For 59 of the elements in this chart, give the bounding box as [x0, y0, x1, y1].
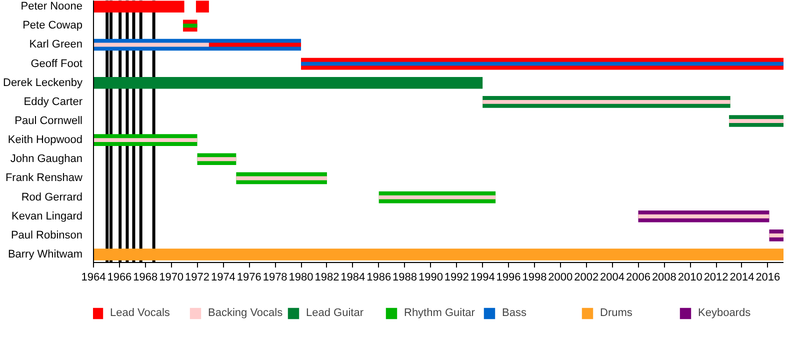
x-tick-label: 2000 — [548, 272, 573, 284]
x-tick-label: 1990 — [418, 272, 443, 284]
y-tick-label: Geoff Foot — [30, 58, 83, 70]
bar — [482, 100, 730, 104]
x-tick-label: 1972 — [185, 272, 210, 284]
legend-label: Keyboards — [698, 307, 752, 319]
y-tick-label: Eddy Carter — [24, 96, 83, 108]
legend-label: Drums — [600, 307, 634, 319]
bar — [769, 233, 784, 238]
x-tick-label: 1996 — [496, 272, 521, 284]
x-tick-label: 1984 — [340, 272, 366, 284]
y-tick-label: Barry Whitwam — [8, 248, 82, 260]
x-tick-label: 2004 — [600, 272, 625, 284]
bar — [638, 214, 770, 218]
y-tick-label: Keith Hopwood — [8, 134, 83, 146]
legend-label: Lead Guitar — [306, 307, 364, 319]
x-tick-label: 2014 — [730, 272, 754, 284]
x-tick-label: 2012 — [704, 272, 728, 284]
bar — [729, 119, 784, 123]
x-tick-label: 1966 — [107, 272, 132, 284]
y-tick-label: Pete Cowap — [22, 20, 83, 32]
bar — [197, 157, 236, 162]
y-tick-label: John Gaughan — [10, 153, 82, 166]
legend-label: Rhythm Guitar — [404, 307, 476, 319]
bar — [94, 138, 198, 142]
x-tick-label: 2008 — [652, 272, 676, 284]
bar — [94, 248, 784, 260]
x-tick-label: 1982 — [314, 272, 340, 284]
x-tick-label: 1964 — [81, 272, 106, 284]
y-tick-label: Paul Cornwell — [14, 115, 83, 128]
x-tick-label: 1968 — [133, 272, 158, 284]
bar — [378, 195, 496, 200]
legend-label: Bass — [502, 307, 528, 319]
x-tick-label: 1992 — [444, 272, 469, 284]
y-tick-label: Frank Renshaw — [5, 172, 83, 184]
x-tick-label: 1986 — [366, 272, 392, 284]
y-tick-label: Peter Noone — [20, 0, 83, 13]
legend-label: Backing Vocals — [208, 307, 284, 319]
x-tick-label: 2010 — [678, 272, 702, 284]
x-tick-label: 1970 — [159, 272, 184, 284]
x-tick-label: 1976 — [236, 272, 262, 284]
y-tick-label: Rod Gerrard — [21, 191, 83, 204]
x-tick-label: 1994 — [470, 272, 495, 284]
x-tick-label: 2002 — [574, 272, 599, 284]
legend-label: Lead Vocals — [110, 307, 171, 319]
bar — [94, 76, 483, 89]
y-tick-label: Kevan Lingard — [12, 210, 83, 222]
y-tick-label: Derek Leckenby — [3, 76, 83, 89]
x-tick-label: 1998 — [522, 272, 547, 284]
x-tick-label: 1980 — [288, 272, 314, 284]
x-tick-label: 1978 — [262, 272, 288, 284]
y-tick-label: Paul Robinson — [10, 229, 83, 242]
x-tick-label: 1974 — [210, 272, 236, 284]
bar — [196, 0, 209, 13]
y-tick-label: Karl Green — [29, 38, 83, 51]
x-tick-label: 1988 — [392, 272, 418, 284]
x-tick-label: 2016 — [756, 272, 780, 284]
bar — [236, 176, 327, 180]
x-tick-label: 2006 — [626, 272, 650, 284]
